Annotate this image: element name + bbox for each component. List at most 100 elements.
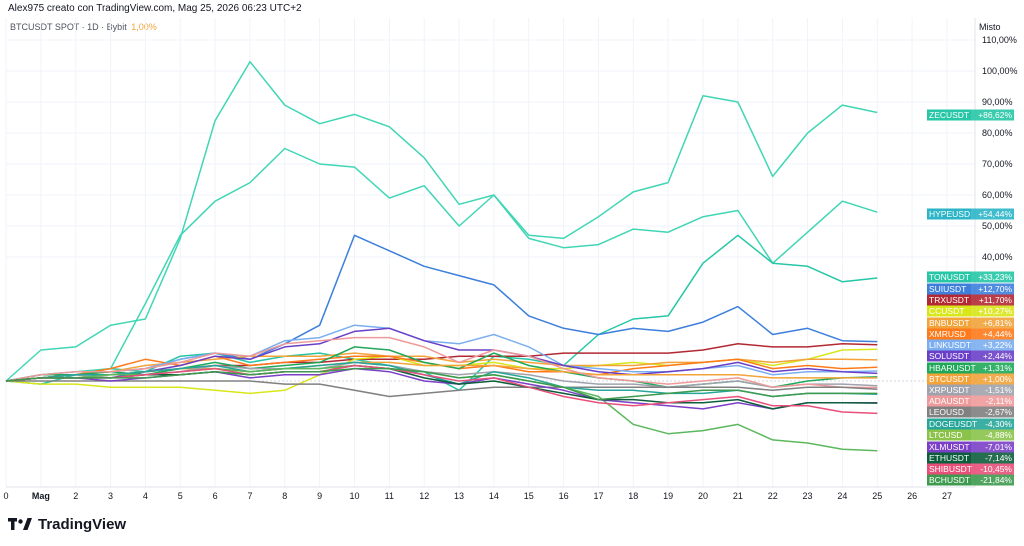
series-line-adausdt [5,336,878,389]
series-tag-value: -2,67% [985,407,1012,417]
series-tag-name: ETHUSDT [929,453,969,463]
y-tick-label: 40,00% [982,252,1013,262]
series-tag-value: +54,44% [978,209,1012,219]
series-tag-name: XLMUSDT [929,442,970,452]
y-tick-label: 50,00% [982,221,1013,231]
series-tag-value: -1,51% [985,385,1012,395]
x-tick-label: 23 [803,491,813,501]
tradingview-logo-icon [8,518,32,530]
y-tick-label: 100,00% [982,66,1018,76]
series-tag-tonusdt[interactable]: TONUSDT +33,23% [927,271,1014,283]
y-tick-label: 70,00% [982,159,1013,169]
series-tag-hbarusdt[interactable]: HBARUSDT +1,31% [927,362,1014,374]
attribution-text: Alex975 creato con TradingView.com, Mag … [8,3,302,14]
y-tick-label: 80,00% [982,128,1013,138]
series-tag-ccusdt[interactable]: CCUSDT +10,27% [927,305,1014,317]
series-tag-trxusdt[interactable]: TRXUSDT +11,70% [927,294,1014,306]
x-tick-label: 24 [837,491,847,501]
series-tag-bchusdt[interactable]: BCHUSDT -21,84% [927,474,1014,486]
series-tag-zecusdt[interactable]: ZECUSDT +86,62% [927,109,1014,121]
x-tick-label: 22 [768,491,778,501]
series-tag-dogeusdt[interactable]: DOGEUSDT -4,30% [927,418,1014,430]
series-tag-hypeusd[interactable]: HYPEUSD +54,44% [927,208,1014,220]
x-tick-label: 19 [663,491,673,501]
series-tag-solusdt[interactable]: SOLUSDT +2,44% [927,350,1014,362]
series-tags: ZECUSDT +86,62% HYPEUSD +54,44% TONUSDT +33,2… [927,109,1014,486]
x-tick-label: 8 [282,491,287,501]
series-tag-suiusdt[interactable]: SUIUSDT +12,70% [927,283,1014,295]
series-tag-bnbusdt[interactable]: BNBUSDT +6,81% [927,317,1014,329]
series-line-leousd [6,380,878,398]
series-tag-name: TRXUSDT [929,295,969,305]
series-line-bchusdt [5,367,878,401]
series-line-hypeusd [5,147,878,382]
series-tag-value: +12,70% [978,284,1012,294]
series-tag-value: +1,31% [983,363,1013,373]
series-tag-name: BTCUSDT [929,374,969,384]
series-tag-xrpusdt[interactable]: XRPUSDT -1,51% [927,384,1014,396]
scale-mode-label[interactable]: Misto [979,22,1001,32]
series-lines [5,60,878,452]
series-tag-value: +10,27% [978,306,1012,316]
series-tag-name: HBARUSDT [929,363,976,373]
series-tag-name: BNBUSDT [929,318,970,328]
tradingview-brand[interactable]: TradingView [8,516,126,533]
series-tag-leousd[interactable]: LEOUSD -2,67% [927,406,1014,418]
series-tag-name: SUIUSDT [929,284,966,294]
series-tag-xlmusdt[interactable]: XLMUSDT -7,01% [927,441,1014,453]
series-tag-value: +33,23% [978,272,1012,282]
series-tag-name: BCHUSDT [929,475,970,485]
chart-grid [5,18,976,488]
series-tag-value: -4,30% [985,419,1012,429]
x-tick-label: 4 [143,491,148,501]
y-tick-label: 110,00% [982,35,1017,45]
series-tag-name: ADAUSDT [929,396,970,406]
x-tick-label: 16 [559,491,569,501]
x-tick-label: 21 [733,491,743,501]
series-tag-name: CCUSDT [929,306,964,316]
series-tag-ethusdt[interactable]: ETHUSDT -7,14% [927,452,1014,464]
x-tick-label: 14 [489,491,499,501]
series-tag-value: -10,45% [980,464,1012,474]
symbol-change: 1,00% [131,22,157,32]
series-tag-xmrusd[interactable]: XMRUSD +4,44% [927,328,1014,340]
series-tag-value: +4,44% [983,329,1013,339]
x-tick-label: 3 [108,491,113,501]
series-tag-value: +86,62% [978,110,1012,120]
series-tag-name: XMRUSD [929,329,966,339]
series-tag-value: +6,81% [983,318,1013,328]
brand-name: TradingView [38,516,127,533]
series-tag-ltcusd[interactable]: LTCUSD -4,88% [927,429,1014,441]
series-tag-value: -4,88% [985,430,1012,440]
symbol-legend[interactable]: BTCUSDT SPOT · 1D · Bybit 1,00% [10,22,157,32]
series-tag-btcusdt[interactable]: BTCUSDT +1,00% [927,373,1014,385]
series-tag-name: LTCUSD [929,430,962,440]
price-axis: 110,00% 100,00% 90,00% 80,00% 70,00% 60,00% 50… [982,35,1018,262]
x-tick-label: 2 [73,491,78,501]
x-tick-label: 12 [419,491,429,501]
x-tick-label: 6 [213,491,218,501]
series-tag-shibusdt[interactable]: SHIBUSDT -10,45% [927,463,1014,475]
series-tag-name: LEOUSD [929,407,964,417]
x-tick-label: 0 [3,491,8,501]
symbol-name: BTCUSDT SPOT · 1D · Bybit [10,22,127,32]
x-tick-label: 11 [385,491,394,501]
x-tick-label: 18 [628,491,638,501]
x-tick-label: 20 [698,491,708,501]
series-tag-name: XRPUSDT [929,385,970,395]
series-tag-linkusdt[interactable]: LINKUSDT +3,22% [927,339,1014,351]
x-tick-label: 17 [593,491,603,501]
series-tag-name: DOGEUSDT [929,419,977,429]
series-tag-name: SHIBUSDT [929,464,972,474]
series-tag-name: ZECUSDT [929,110,969,120]
x-tick-label: 7 [247,491,252,501]
series-tag-value: -2,11% [986,396,1013,406]
x-tick-label: 27 [942,491,952,501]
x-tick-label: Mag [32,491,50,501]
series-tag-adausdt[interactable]: ADAUSDT -2,11% [927,395,1014,407]
series-tag-name: LINKUSDT [929,340,971,350]
series-tag-value: -7,14% [985,453,1012,463]
y-tick-label: 60,00% [982,190,1013,200]
series-tag-name: HYPEUSD [929,209,970,219]
